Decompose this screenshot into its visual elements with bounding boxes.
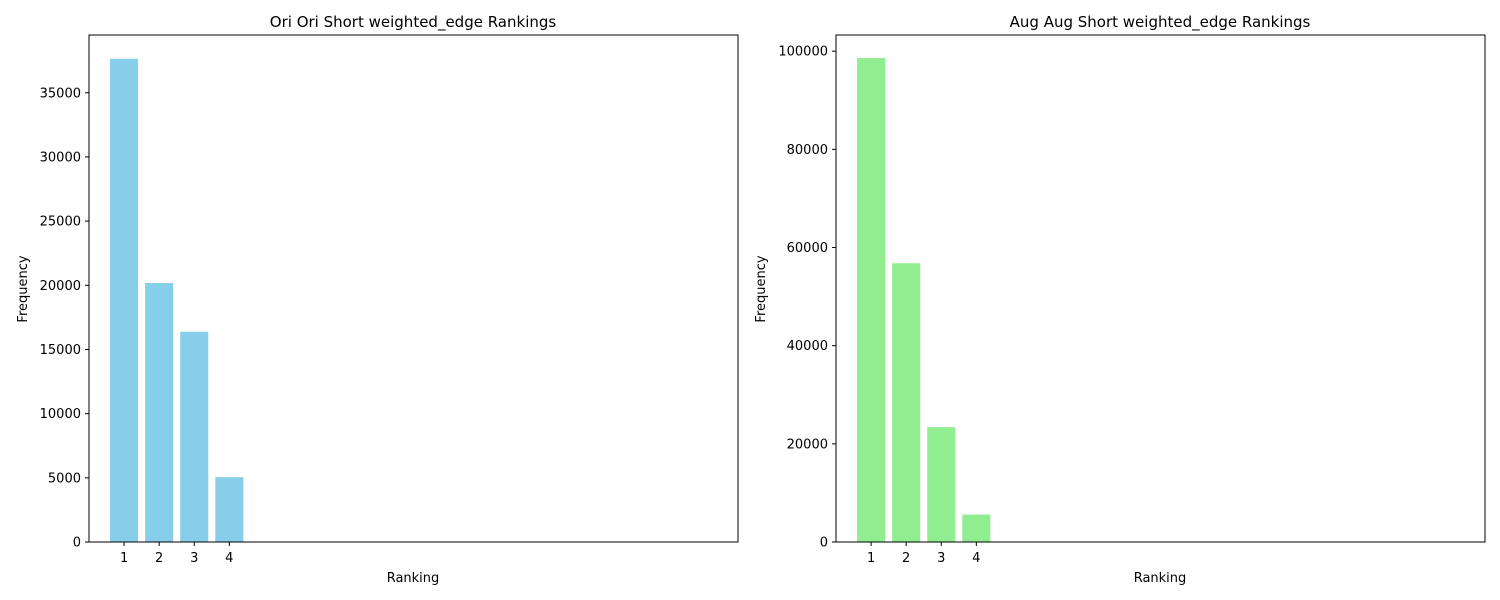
y-tick-label: 30000 [40,150,81,165]
chart-title: Ori Ori Short weighted_edge Rankings [270,13,557,32]
y-tick-label: 60000 [787,241,828,256]
chart-panel-aug: Aug Aug Short weighted_edge Rankings 0 20… [754,13,1486,586]
y-tick-label: 20000 [787,437,828,452]
bar-rank-4 [962,514,991,542]
y-tick-label: 5000 [48,471,81,486]
y-tick-label: 20000 [40,279,81,294]
x-tick-label: 1 [867,551,875,566]
axes-frame [88,34,739,543]
y-tick-label: 100000 [778,45,828,60]
y-tick-label: 80000 [787,143,828,158]
y-tick-label: 25000 [40,215,81,230]
bar-rank-2 [892,263,921,542]
bar-rank-3 [927,427,956,542]
bar-rank-3 [180,331,209,542]
bar-rank-2 [145,282,174,542]
x-tick-label: 3 [937,551,945,566]
x-axis-label: Ranking [1134,571,1187,586]
y-tick-label: 0 [820,536,828,551]
chart-title: Aug Aug Short weighted_edge Rankings [1010,13,1311,32]
y-tick-label: 40000 [787,339,828,354]
bar-rank-1 [110,58,139,542]
bar-rank-4 [215,477,244,542]
x-axis-label: Ranking [387,571,440,586]
x-tick-label: 2 [902,551,910,566]
bar-rank-1 [857,58,886,542]
y-tick-label: 10000 [40,407,81,422]
y-axis-label: Frequency [754,255,769,322]
x-tick-label: 4 [972,551,980,566]
y-tick-label: 35000 [40,86,81,101]
x-tick-label: 1 [120,551,128,566]
axes-frame [835,34,1486,543]
x-tick-label: 4 [225,551,233,566]
x-tick-label: 3 [190,551,198,566]
chart-panel-ori: Ori Ori Short weighted_edge Rankings 0 50… [16,13,739,586]
y-tick-label: 0 [73,536,81,551]
y-axis-label: Frequency [16,255,31,322]
x-tick-label: 2 [155,551,163,566]
y-tick-label: 15000 [40,343,81,358]
